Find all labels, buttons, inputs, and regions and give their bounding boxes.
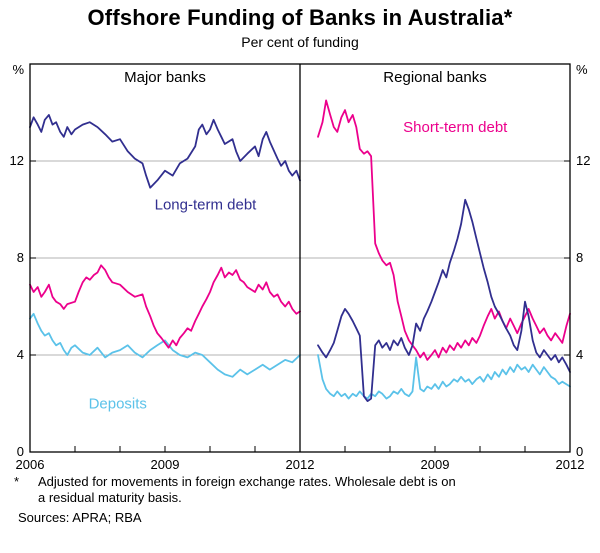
y-tick-label: 0 xyxy=(17,444,24,459)
x-tick-label: 2009 xyxy=(421,457,450,472)
sources-line: Sources: APRA; RBA xyxy=(18,509,142,525)
chart-title: Offshore Funding of Banks in Australia* xyxy=(87,5,513,30)
series-line-navy xyxy=(317,198,571,403)
footnote-line2: a residual maturity basis. xyxy=(38,490,182,506)
chart-subtitle: Per cent of funding xyxy=(241,34,359,50)
series-annotation: Short-term debt xyxy=(403,119,508,136)
series-line-magenta xyxy=(317,99,571,361)
y-unit-label: % xyxy=(12,62,24,77)
series-line-cyan xyxy=(317,354,571,400)
y-tick-label: 0 xyxy=(576,444,583,459)
footnote-marker: * xyxy=(14,474,20,489)
two-panel-line-chart: 2006 2009 2012 Major banks Deposits Long-term… xyxy=(10,62,591,472)
panel-title: Major banks xyxy=(124,69,206,86)
footnote-line1: Adjusted for movements in foreign exchan… xyxy=(38,474,456,489)
x-tick-label: 2012 xyxy=(556,457,585,472)
y-tick-label: 4 xyxy=(17,347,24,362)
chart-page: Offshore Funding of Banks in Australia* … xyxy=(0,5,600,525)
footnote: * Adjusted for movements in foreign exch… xyxy=(14,474,600,507)
series-annotation: Long-term debt xyxy=(155,197,258,214)
y-tick-label: 12 xyxy=(10,153,24,168)
x-tick-label: 2009 xyxy=(151,457,180,472)
series-line-navy xyxy=(29,114,301,189)
y-tick-label: 8 xyxy=(576,250,583,265)
x-tick-label: 2006 xyxy=(16,457,45,472)
x-tick-label: 2012 xyxy=(286,457,315,472)
panel-title: Regional banks xyxy=(383,69,486,86)
y-tick-label: 4 xyxy=(576,347,583,362)
series-line-cyan xyxy=(29,312,301,378)
y-tick-label: 12 xyxy=(576,153,590,168)
series-line-magenta xyxy=(29,264,301,349)
series-annotation: Deposits xyxy=(89,395,147,412)
footnote-text: Adjusted for movements in foreign exchan… xyxy=(38,474,456,507)
y-tick-label: 8 xyxy=(17,250,24,265)
y-unit-label: % xyxy=(576,62,588,77)
